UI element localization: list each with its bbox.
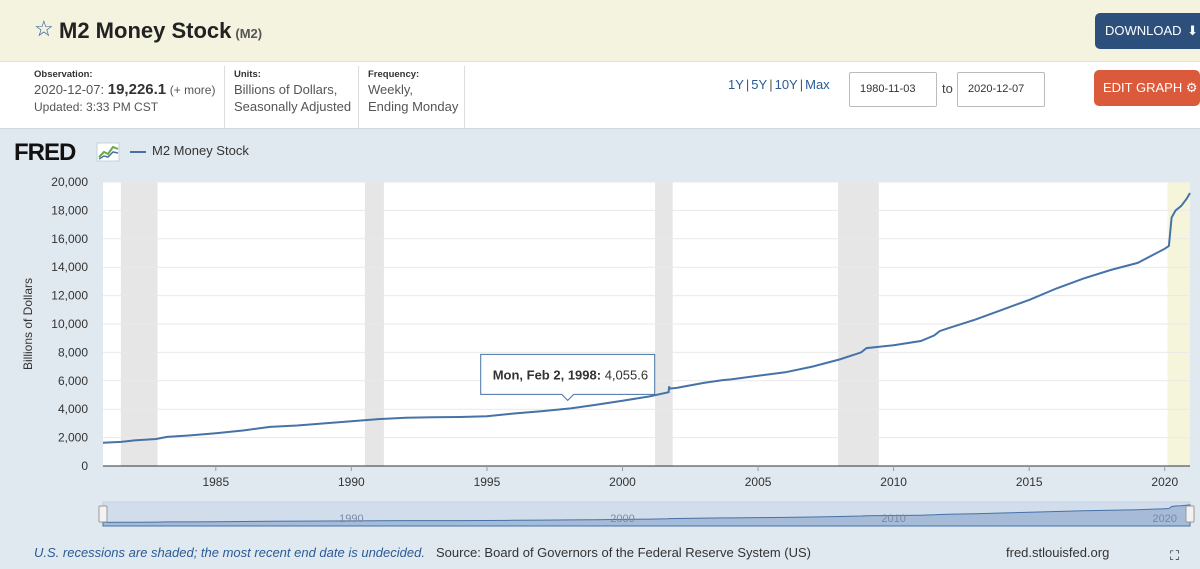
tooltip-date: Mon, Feb 2, 1998: [493,367,605,382]
range-10y-link[interactable]: 10Y [774,77,798,92]
observation-line: 2020-12-07: 19,226.1 (+ more) [34,81,224,99]
range-max-link[interactable]: Max [805,77,830,92]
start-date-input[interactable]: 1980-11-03 [849,72,937,107]
series-line[interactable] [102,192,1191,444]
units-block: Units: Billions of Dollars, Seasonally A… [234,68,358,128]
series-id: (M2) [235,26,263,41]
navigator-label: 1990 [339,513,363,525]
y-tick-label: 12,000 [51,289,88,303]
y-tick-label: 20,000 [51,175,88,189]
x-tick-label: 2020 [1151,475,1178,489]
x-tick-label: 2000 [609,475,636,489]
fullscreen-icon[interactable]: ⛶ [1170,548,1180,563]
observation-date: 2020-12-07: [34,82,105,97]
y-tick-label: 16,000 [51,232,88,246]
x-tick-label: 2005 [745,475,772,489]
range-separator: | [799,77,804,92]
range-1y-link[interactable]: 1Y [728,77,744,92]
frequency-block: Frequency: Weekly, Ending Monday [368,68,468,128]
frequency-label: Frequency: [368,69,420,80]
observation-more-link[interactable]: (+ more) [169,83,216,97]
recession-note: U.S. recessions are shaded; the most rec… [34,545,425,560]
edit-graph-label: EDIT GRAPH [1103,80,1183,95]
observation-value: 19,226.1 [107,81,167,98]
chart-svg[interactable]: 0 2,000 4,000 6,000 8,000 10,000 12,000 14,000 1… [0,129,1200,539]
meta-divider [464,66,465,128]
y-tick-label: 6,000 [58,374,88,388]
range-links: 1Y | 5Y | 10Y | Max [728,77,830,93]
tooltip-value: 4,055.6 [605,367,648,382]
edit-graph-button[interactable]: EDIT GRAPH ⚙ [1094,70,1200,106]
download-label: DOWNLOAD [1105,23,1182,38]
x-tick-label: 1990 [338,475,365,489]
x-tick-label: 2010 [880,475,907,489]
x-tick-label: 1985 [202,475,229,489]
gear-icon: ⚙ [1182,80,1198,95]
observation-block: Observation: 2020-12-07: 19,226.1 (+ mor… [34,68,224,128]
updated-text: Updated: 3:33 PM CST [34,100,159,114]
y-axis-label: Billions of Dollars [21,278,35,370]
y-tick-label: 8,000 [58,345,88,359]
navigator-handle-left[interactable] [98,505,108,523]
x-tick-label: 2015 [1016,475,1043,489]
to-label: to [942,81,953,96]
range-separator: | [745,77,750,92]
navigator-label: 2020 [1153,513,1177,525]
units-line1: Billions of Dollars, [234,82,338,97]
fred-graph-icon [96,142,120,162]
legend-series-label[interactable]: M2 Money Stock [152,143,249,158]
star-icon[interactable]: ☆ [34,16,54,41]
chart-area: FRED M2 Money Stock 0 2,000 4,000 6,000 8,00… [0,128,1200,569]
units-line2: Seasonally Adjusted [234,99,352,114]
units-label: Units: [234,69,261,80]
frequency-line2: Ending Monday [368,99,459,114]
series-title: M2 Money Stock [59,18,232,43]
range-separator: | [769,77,773,92]
y-tick-label: 2,000 [58,431,88,445]
tooltip-box [480,353,656,402]
y-tick-label: 14,000 [51,260,88,274]
navigator-label: 2000 [610,513,634,525]
meta-divider [358,66,359,128]
page-title: M2 Money Stock (M2) [59,18,262,47]
source-text: Source: Board of Governors of the Federa… [436,545,811,560]
fred-logo[interactable]: FRED [14,139,76,166]
navigator-handle-right[interactable] [1185,505,1195,523]
frequency-line1: Weekly, [368,82,414,97]
y-tick-label: 4,000 [58,402,88,416]
navigator-label: 2010 [881,513,905,525]
y-tick-label: 18,000 [51,203,88,217]
y-tick-label: 0 [81,459,88,473]
page-header: ☆ M2 Money Stock (M2) DOWNLOAD ⬇ [0,0,1200,62]
source-url[interactable]: fred.stlouisfed.org [1006,545,1110,560]
download-icon: ⬇ [1183,23,1199,38]
legend-swatch [130,151,146,153]
x-tick-label: 1995 [474,475,501,489]
y-tick-label: 10,000 [51,317,88,331]
end-date-input[interactable]: 2020-12-07 [957,72,1045,107]
observation-label: Observation: [34,69,93,80]
series-meta: Observation: 2020-12-07: 19,226.1 (+ mor… [0,62,1200,128]
navigator-series [102,504,1191,527]
range-5y-link[interactable]: 5Y [751,77,768,92]
tooltip-text: Mon, Feb 2, 1998: 4,055.6 [493,367,648,382]
download-button[interactable]: DOWNLOAD ⬇ [1095,13,1200,49]
meta-divider [224,66,225,128]
